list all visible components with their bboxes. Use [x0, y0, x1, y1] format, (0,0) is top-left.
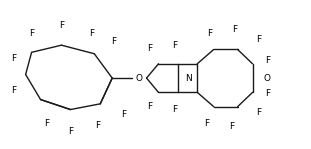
- Text: F: F: [44, 119, 49, 128]
- Text: F: F: [122, 110, 127, 119]
- Text: F: F: [265, 56, 270, 65]
- Text: F: F: [265, 89, 270, 98]
- Text: F: F: [59, 21, 64, 30]
- Text: F: F: [172, 41, 178, 50]
- Text: F: F: [89, 28, 94, 38]
- Text: F: F: [147, 44, 152, 53]
- Text: O: O: [264, 74, 271, 83]
- Text: F: F: [229, 122, 234, 131]
- Text: F: F: [11, 53, 16, 63]
- Text: F: F: [207, 28, 212, 38]
- Text: F: F: [256, 35, 261, 44]
- Text: F: F: [111, 37, 116, 46]
- Text: F: F: [68, 127, 73, 135]
- Text: F: F: [95, 121, 100, 130]
- Text: F: F: [147, 102, 152, 111]
- Text: F: F: [204, 119, 209, 128]
- Text: F: F: [29, 29, 34, 38]
- Text: O: O: [136, 74, 142, 83]
- Text: F: F: [232, 25, 237, 34]
- Text: F: F: [11, 86, 16, 96]
- Text: F: F: [172, 105, 178, 114]
- Text: F: F: [256, 108, 261, 117]
- Text: N: N: [185, 74, 192, 83]
